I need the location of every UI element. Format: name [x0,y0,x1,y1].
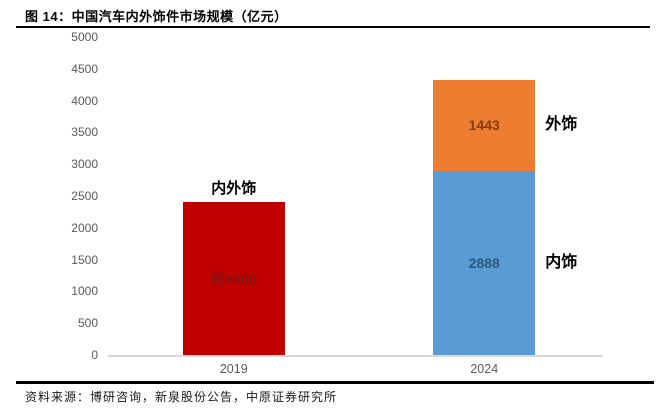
series-label-内饰: 内饰 [545,254,578,272]
footer-divider [16,381,654,384]
source-note: 资料来源：博研咨询，新泉股份公告，中原证券研究所 [25,390,338,404]
y-axis-tick-label: 4000 [71,93,98,108]
y-axis-tick-label: 1500 [71,252,98,267]
y-axis-tick-label: 5000 [71,30,98,44]
title-divider [16,26,650,28]
bar-segment-外饰: 1443 [433,79,536,172]
y-axis-tick-label: 0 [91,348,98,362]
bar-segment-内外饰: 约2400 [182,202,285,355]
series-label-外饰: 外饰 [545,116,578,134]
bar-value-label: 约2400 [211,270,257,287]
bar-value-label: 1443 [468,117,500,134]
chart-area: 0 500 1000 1500 2000 2500 3000 3500 4000 4500 5000… [0,28,660,380]
x-axis-line [108,355,603,357]
x-axis-category-label: 2019 [219,362,248,376]
y-axis-tick-label: 4500 [71,61,98,76]
y-axis-tick-label: 2500 [71,189,98,203]
y-axis-tick-label: 500 [77,316,98,331]
y-axis-tick-label: 3500 [71,125,98,140]
x-axis-category-label: 2024 [470,362,499,376]
bar-segment-内饰: 2888 [433,171,536,355]
bar-annotation: 内外饰 [211,180,257,198]
y-axis-tick-label: 1000 [71,284,98,299]
y-axis-tick-label: 3000 [71,157,98,172]
bar-value-label: 2888 [468,255,500,272]
figure-title: 图 14：中国汽车内外饰件市场规模（亿元） [25,9,288,24]
y-axis-tick-label: 2000 [71,220,98,235]
